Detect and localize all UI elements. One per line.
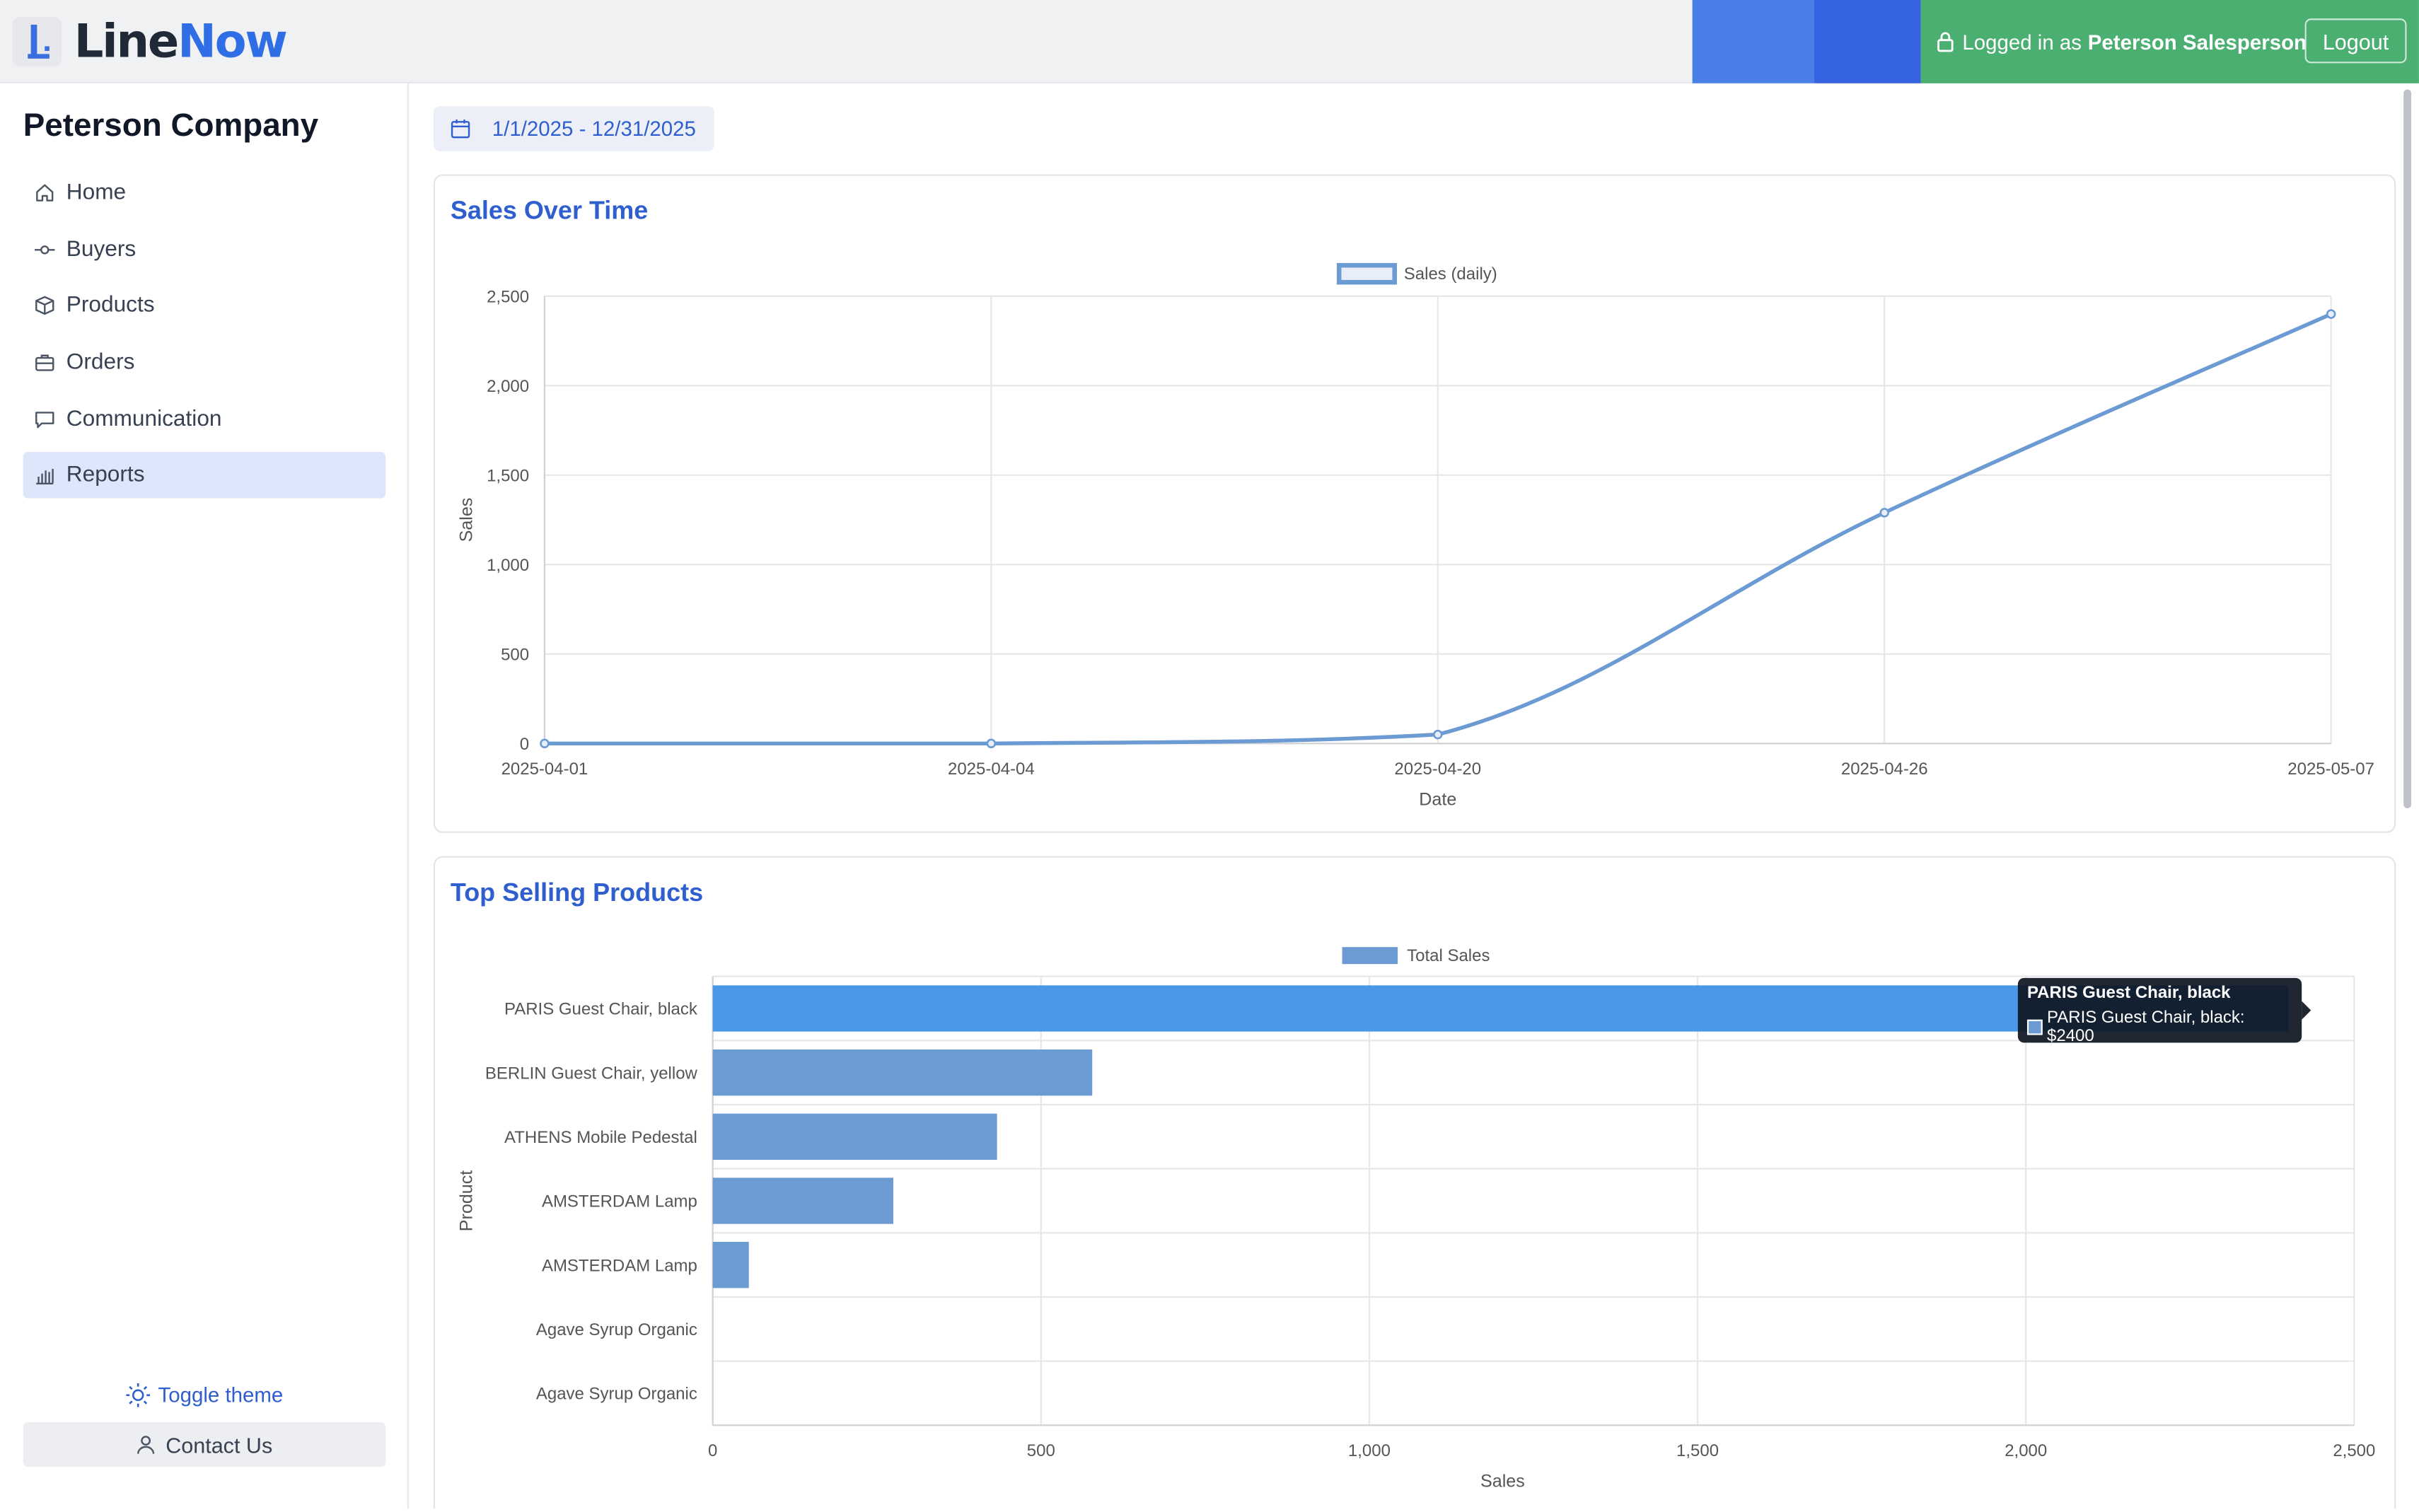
- x-tick-label: 2025-04-26: [1841, 760, 1928, 779]
- contact-us-label: Contact Us: [166, 1432, 273, 1458]
- x-tick-label: 500: [1027, 1441, 1055, 1460]
- data-point: [1879, 508, 1889, 518]
- product-bar: [712, 1177, 893, 1224]
- chart-tooltip: PARIS Guest Chair, black PARIS Guest Cha…: [2017, 977, 2311, 1046]
- sun-icon: [126, 1382, 158, 1408]
- products-bar-chart: 0 500 1,000 1,500 2,000 2,500 PARIS Guest Chai…: [456, 946, 2375, 1491]
- sidebar-item-products[interactable]: Products: [23, 283, 386, 329]
- x-tick-label: 2025-04-04: [948, 760, 1035, 779]
- sidebar-item-label: Home: [66, 180, 127, 206]
- sales-line-chart: 0 500 1,000 1,500 2,000 2,500 2025-04-01 2025-0…: [456, 262, 2374, 810]
- y-tick-label: 500: [501, 646, 529, 665]
- product-bar: [712, 1113, 997, 1160]
- product-bar: [712, 1242, 749, 1289]
- brand-logo[interactable]: LineNow: [12, 11, 288, 72]
- sidebar-item-label: Orders: [66, 350, 135, 376]
- top-selling-products-card: Top Selling Products 0 500 1,000 1,500 2,000…: [433, 856, 2396, 1509]
- contact-us-button[interactable]: Contact Us: [23, 1421, 386, 1467]
- product-bar: [712, 1049, 1093, 1096]
- x-tick-label: 2025-04-01: [501, 760, 588, 779]
- x-tick-label: 2,000: [2005, 1441, 2047, 1460]
- toggle-theme-button[interactable]: Toggle theme: [23, 1382, 386, 1408]
- main-content: 1/1/2025 - 12/31/2025 Sales Over Time 0 5…: [410, 83, 2419, 1509]
- bar-chart-icon: [34, 465, 56, 487]
- brand-icon: [12, 16, 62, 66]
- products-chart-title: Top Selling Products: [450, 879, 704, 907]
- y-tick-label: Agave Syrup Organic: [536, 1385, 697, 1404]
- user-name: Peterson Salesperson: [2087, 30, 2307, 54]
- date-range-label: 1/1/2025 - 12/31/2025: [492, 117, 696, 141]
- y-tick-label: AMSTERDAM Lamp: [542, 1192, 697, 1211]
- x-tick-label: 2025-04-20: [1394, 760, 1481, 779]
- y-tick-label: 2,500: [487, 287, 529, 306]
- toggle-theme-label: Toggle theme: [158, 1383, 284, 1407]
- sidebar-item-label: Products: [66, 293, 155, 319]
- sidebar-item-home[interactable]: Home: [23, 170, 386, 216]
- header-block-2: [1814, 0, 1921, 83]
- logout-button[interactable]: Logout: [2304, 18, 2407, 64]
- legend-swatch: [1342, 947, 1398, 965]
- date-range-picker[interactable]: 1/1/2025 - 12/31/2025: [433, 106, 714, 151]
- sidebar: Peterson Company Home Buyers Products Or…: [0, 83, 409, 1509]
- legend-label: Sales (daily): [1404, 264, 1497, 284]
- y-tick-label: 0: [520, 735, 529, 754]
- sidebar-item-buyers[interactable]: Buyers: [23, 226, 386, 272]
- data-point: [1433, 729, 1443, 740]
- logged-in-label: Logged in as: [1962, 30, 2082, 54]
- company-name: Peterson Company: [23, 107, 319, 144]
- page-scrollbar[interactable]: [2403, 89, 2412, 808]
- sidebar-nav: Home Buyers Products Orders Communicatio…: [23, 170, 386, 509]
- sidebar-item-label: Communication: [66, 407, 222, 432]
- legend-swatch: [1336, 262, 1397, 285]
- sales-over-time-card: Sales Over Time 0 500 1,000 1,500 2,000 2,500…: [433, 174, 2396, 833]
- y-tick-label: ATHENS Mobile Pedestal: [504, 1128, 697, 1147]
- brand-name-part1: Line: [74, 14, 180, 69]
- y-tick-label: 1,500: [487, 467, 529, 486]
- home-icon: [34, 182, 56, 204]
- data-point: [986, 738, 997, 749]
- x-axis-label: Sales: [1480, 1472, 1525, 1491]
- data-point: [2326, 309, 2336, 319]
- x-axis-label: Date: [1419, 790, 1456, 810]
- x-tick-label: 0: [708, 1441, 717, 1460]
- sidebar-item-orders[interactable]: Orders: [23, 339, 386, 385]
- sales-chart-title: Sales Over Time: [450, 197, 649, 226]
- brand-name: LineNow: [74, 14, 288, 69]
- top-header: LineNow Logged in as Peterson Salesperso…: [0, 0, 2419, 83]
- message-icon: [34, 408, 56, 430]
- x-tick-label: 1,000: [1348, 1441, 1391, 1460]
- lock-icon: [1936, 31, 1954, 53]
- commit-icon: [34, 238, 56, 260]
- y-tick-label: BERLIN Guest Chair, yellow: [485, 1064, 698, 1083]
- y-tick-label: 2,000: [487, 377, 529, 396]
- brand-name-part2: Now: [178, 14, 288, 69]
- tooltip-value: PARIS Guest Chair, black: $2400: [2047, 1008, 2245, 1046]
- tooltip-swatch: [2026, 1019, 2043, 1035]
- data-point: [540, 738, 550, 749]
- tooltip-line: PARIS Guest Chair, black: $2400: [2026, 1008, 2292, 1046]
- x-tick-label: 2025-05-07: [2287, 760, 2374, 779]
- sidebar-item-label: Reports: [66, 463, 145, 489]
- legend-label: Total Sales: [1407, 946, 1490, 965]
- tooltip-title: PARIS Guest Chair, black: [2026, 984, 2231, 1003]
- y-axis-label: Sales: [456, 498, 476, 542]
- sidebar-item-label: Buyers: [66, 237, 137, 262]
- sidebar-item-reports[interactable]: Reports: [23, 453, 386, 499]
- x-tick-label: 1,500: [1676, 1441, 1719, 1460]
- y-axis-label: Product: [456, 1170, 476, 1231]
- calendar-icon: [451, 119, 492, 139]
- user-icon: [137, 1434, 166, 1454]
- y-tick-label: PARIS Guest Chair, black: [504, 1000, 698, 1019]
- y-tick-label: Agave Syrup Organic: [536, 1320, 697, 1339]
- header-block-1: [1692, 0, 1814, 83]
- user-status-bar: Logged in as Peterson Salesperson Logout: [1920, 0, 2419, 83]
- y-tick-label: AMSTERDAM Lamp: [542, 1256, 697, 1275]
- sidebar-item-communication[interactable]: Communication: [23, 396, 386, 442]
- x-tick-label: 2,500: [2333, 1441, 2375, 1460]
- tooltip-arrow: [2302, 1001, 2311, 1020]
- box-icon: [34, 295, 56, 317]
- y-tick-label: 1,000: [487, 556, 529, 575]
- briefcase-icon: [34, 351, 56, 373]
